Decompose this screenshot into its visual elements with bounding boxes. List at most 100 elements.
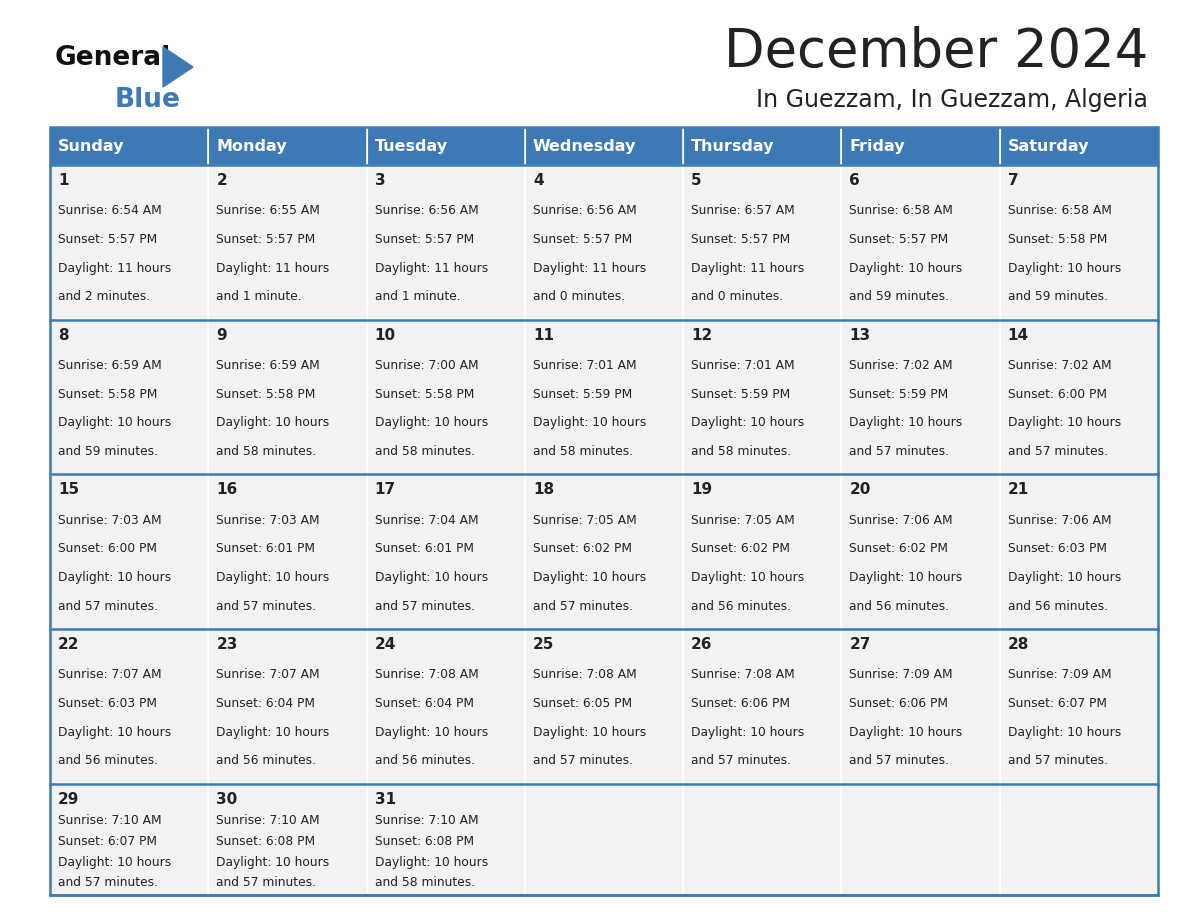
Bar (367, 165, 525, 319)
Text: Sunset: 5:58 PM: Sunset: 5:58 PM (374, 387, 474, 401)
Text: Daylight: 10 hours: Daylight: 10 hours (58, 726, 171, 739)
Text: Sunset: 6:01 PM: Sunset: 6:01 PM (216, 543, 315, 555)
Bar (367, 127, 525, 165)
Bar (683, 319, 841, 475)
Text: Sunrise: 7:06 AM: Sunrise: 7:06 AM (1007, 514, 1111, 527)
Bar (50, 629, 208, 784)
Text: Sunrise: 7:08 AM: Sunrise: 7:08 AM (691, 668, 795, 681)
Text: Sunday: Sunday (58, 139, 125, 153)
Text: Sunrise: 6:55 AM: Sunrise: 6:55 AM (216, 205, 320, 218)
Text: Sunrise: 7:06 AM: Sunrise: 7:06 AM (849, 514, 953, 527)
Text: Sunset: 6:04 PM: Sunset: 6:04 PM (374, 697, 474, 710)
Text: Sunset: 5:57 PM: Sunset: 5:57 PM (58, 233, 157, 246)
Text: 17: 17 (374, 482, 396, 498)
Text: Daylight: 10 hours: Daylight: 10 hours (1007, 726, 1121, 739)
Text: 13: 13 (849, 328, 871, 342)
Text: 20: 20 (849, 482, 871, 498)
Text: 15: 15 (58, 482, 80, 498)
Text: Sunset: 6:06 PM: Sunset: 6:06 PM (691, 697, 790, 710)
Text: and 58 minutes.: and 58 minutes. (216, 445, 316, 458)
Text: Daylight: 10 hours: Daylight: 10 hours (849, 726, 962, 739)
Text: Sunrise: 7:03 AM: Sunrise: 7:03 AM (216, 514, 320, 527)
Text: and 59 minutes.: and 59 minutes. (58, 445, 158, 458)
Text: Sunrise: 7:05 AM: Sunrise: 7:05 AM (533, 514, 637, 527)
Text: Saturday: Saturday (1007, 139, 1089, 153)
Text: 1: 1 (58, 173, 69, 188)
Text: Sunset: 5:58 PM: Sunset: 5:58 PM (58, 387, 157, 401)
Text: 30: 30 (216, 791, 238, 807)
Text: Sunrise: 7:02 AM: Sunrise: 7:02 AM (1007, 359, 1111, 372)
Bar (683, 784, 841, 895)
Text: and 57 minutes.: and 57 minutes. (1007, 755, 1107, 767)
Text: and 57 minutes.: and 57 minutes. (849, 445, 949, 458)
Bar (50, 127, 208, 165)
Text: 24: 24 (374, 637, 396, 652)
Bar (1000, 165, 1158, 319)
Bar (683, 165, 841, 319)
Text: Daylight: 11 hours: Daylight: 11 hours (58, 262, 171, 274)
Text: Sunrise: 7:10 AM: Sunrise: 7:10 AM (216, 814, 320, 827)
Text: Daylight: 10 hours: Daylight: 10 hours (374, 571, 488, 584)
Text: 2: 2 (216, 173, 227, 188)
Text: Daylight: 11 hours: Daylight: 11 hours (216, 262, 329, 274)
Text: and 57 minutes.: and 57 minutes. (691, 755, 791, 767)
Text: and 58 minutes.: and 58 minutes. (691, 445, 791, 458)
Text: Sunset: 6:03 PM: Sunset: 6:03 PM (1007, 543, 1107, 555)
Text: and 57 minutes.: and 57 minutes. (849, 755, 949, 767)
Text: Sunrise: 7:07 AM: Sunrise: 7:07 AM (216, 668, 320, 681)
Text: and 58 minutes.: and 58 minutes. (533, 445, 633, 458)
Text: Daylight: 10 hours: Daylight: 10 hours (374, 726, 488, 739)
Text: Daylight: 11 hours: Daylight: 11 hours (374, 262, 488, 274)
Text: Sunrise: 6:54 AM: Sunrise: 6:54 AM (58, 205, 162, 218)
Text: Daylight: 10 hours: Daylight: 10 hours (58, 856, 171, 868)
Text: 14: 14 (1007, 328, 1029, 342)
Text: Daylight: 10 hours: Daylight: 10 hours (849, 417, 962, 430)
Text: Blue: Blue (115, 87, 181, 113)
Text: Daylight: 10 hours: Daylight: 10 hours (216, 571, 329, 584)
Text: 23: 23 (216, 637, 238, 652)
Text: Thursday: Thursday (691, 139, 775, 153)
Text: 11: 11 (533, 328, 554, 342)
Text: Sunset: 5:57 PM: Sunset: 5:57 PM (849, 233, 949, 246)
Text: 12: 12 (691, 328, 713, 342)
Text: Sunset: 6:00 PM: Sunset: 6:00 PM (58, 543, 157, 555)
Text: Sunset: 6:02 PM: Sunset: 6:02 PM (533, 543, 632, 555)
Text: Sunset: 6:08 PM: Sunset: 6:08 PM (374, 834, 474, 848)
Text: In Guezzam, In Guezzam, Algeria: In Guezzam, In Guezzam, Algeria (756, 88, 1148, 112)
Text: Daylight: 10 hours: Daylight: 10 hours (849, 262, 962, 274)
Text: Sunset: 6:08 PM: Sunset: 6:08 PM (216, 834, 315, 848)
Text: 9: 9 (216, 328, 227, 342)
Text: Sunrise: 7:02 AM: Sunrise: 7:02 AM (849, 359, 953, 372)
Text: Sunset: 6:02 PM: Sunset: 6:02 PM (849, 543, 948, 555)
Text: Sunrise: 6:59 AM: Sunrise: 6:59 AM (58, 359, 162, 372)
Text: and 56 minutes.: and 56 minutes. (849, 599, 949, 612)
Text: and 57 minutes.: and 57 minutes. (1007, 445, 1107, 458)
Text: Sunset: 5:59 PM: Sunset: 5:59 PM (849, 387, 949, 401)
Bar (1000, 629, 1158, 784)
Bar (1000, 475, 1158, 629)
Text: and 56 minutes.: and 56 minutes. (216, 755, 316, 767)
Text: Daylight: 10 hours: Daylight: 10 hours (533, 726, 646, 739)
Bar (208, 784, 367, 895)
Bar (525, 319, 683, 475)
Text: and 56 minutes.: and 56 minutes. (691, 599, 791, 612)
Text: Sunset: 6:05 PM: Sunset: 6:05 PM (533, 697, 632, 710)
Text: 3: 3 (374, 173, 385, 188)
Text: and 57 minutes.: and 57 minutes. (533, 599, 633, 612)
Text: 4: 4 (533, 173, 543, 188)
Text: and 59 minutes.: and 59 minutes. (1007, 290, 1107, 303)
Text: 25: 25 (533, 637, 555, 652)
Text: Monday: Monday (216, 139, 287, 153)
Bar (1000, 784, 1158, 895)
Text: Daylight: 10 hours: Daylight: 10 hours (691, 571, 804, 584)
Text: December 2024: December 2024 (723, 26, 1148, 78)
Bar (841, 319, 1000, 475)
Text: Wednesday: Wednesday (533, 139, 637, 153)
Text: and 0 minutes.: and 0 minutes. (691, 290, 783, 303)
Text: and 1 minute.: and 1 minute. (216, 290, 302, 303)
Text: 7: 7 (1007, 173, 1018, 188)
Polygon shape (163, 47, 192, 87)
Text: 22: 22 (58, 637, 80, 652)
Text: Sunrise: 6:59 AM: Sunrise: 6:59 AM (216, 359, 320, 372)
Bar (525, 475, 683, 629)
